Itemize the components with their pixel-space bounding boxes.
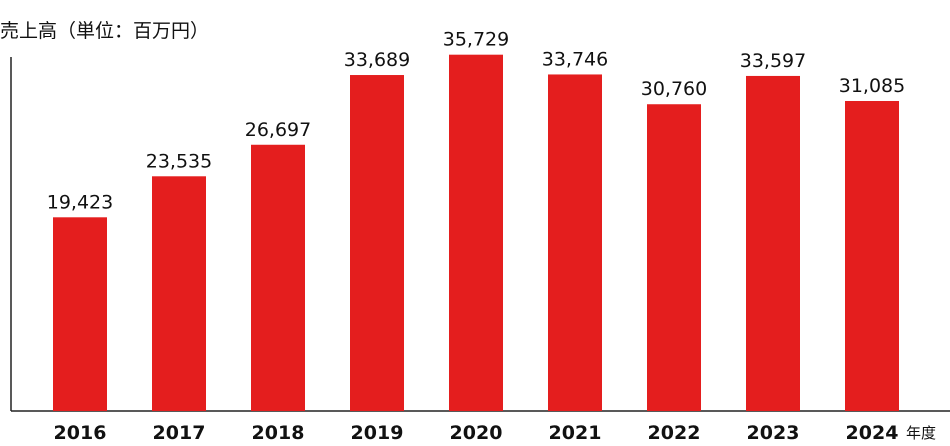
value-label-2018: 26,697 (245, 119, 311, 141)
x-axis-unit-label: 年度 (906, 424, 936, 442)
x-tick-2020: 2020 (450, 422, 503, 442)
value-label-2021: 33,746 (542, 48, 608, 70)
value-label-2022: 30,760 (641, 78, 707, 100)
x-tick-2021: 2021 (549, 422, 602, 442)
bar-2022 (647, 104, 701, 411)
value-label-2020: 35,729 (443, 29, 509, 51)
x-tick-2024: 2024 (846, 422, 899, 442)
x-tick-2022: 2022 (648, 422, 701, 442)
x-tick-2019: 2019 (351, 422, 404, 442)
bar-2023 (746, 75, 800, 412)
value-label-2017: 23,535 (146, 150, 212, 172)
bar-2024 (845, 100, 899, 411)
bar-2020 (449, 54, 503, 412)
value-label-2024: 31,085 (839, 75, 905, 97)
value-labels: 19,423 23,535 26,697 33,689 35,729 33,746 30,7… (47, 29, 905, 214)
bar-2017 (152, 176, 206, 411)
chart-title: 売上高（単位：百万円） (0, 20, 209, 42)
x-tick-2016: 2016 (54, 422, 107, 442)
x-tick-2018: 2018 (252, 422, 305, 442)
bar-2016 (53, 217, 107, 411)
value-label-2023: 33,597 (740, 50, 806, 72)
bar-2018 (251, 144, 305, 411)
bars (53, 54, 899, 412)
x-tick-2023: 2023 (747, 422, 800, 442)
x-tick-2017: 2017 (153, 422, 206, 442)
value-label-2016: 19,423 (47, 191, 113, 213)
bar-2021 (548, 74, 602, 412)
bar-2019 (350, 75, 404, 411)
x-tick-labels: 2016 2017 2018 2019 2020 2021 2022 2023 2024 (54, 422, 899, 444)
value-label-2019: 33,689 (344, 49, 410, 71)
